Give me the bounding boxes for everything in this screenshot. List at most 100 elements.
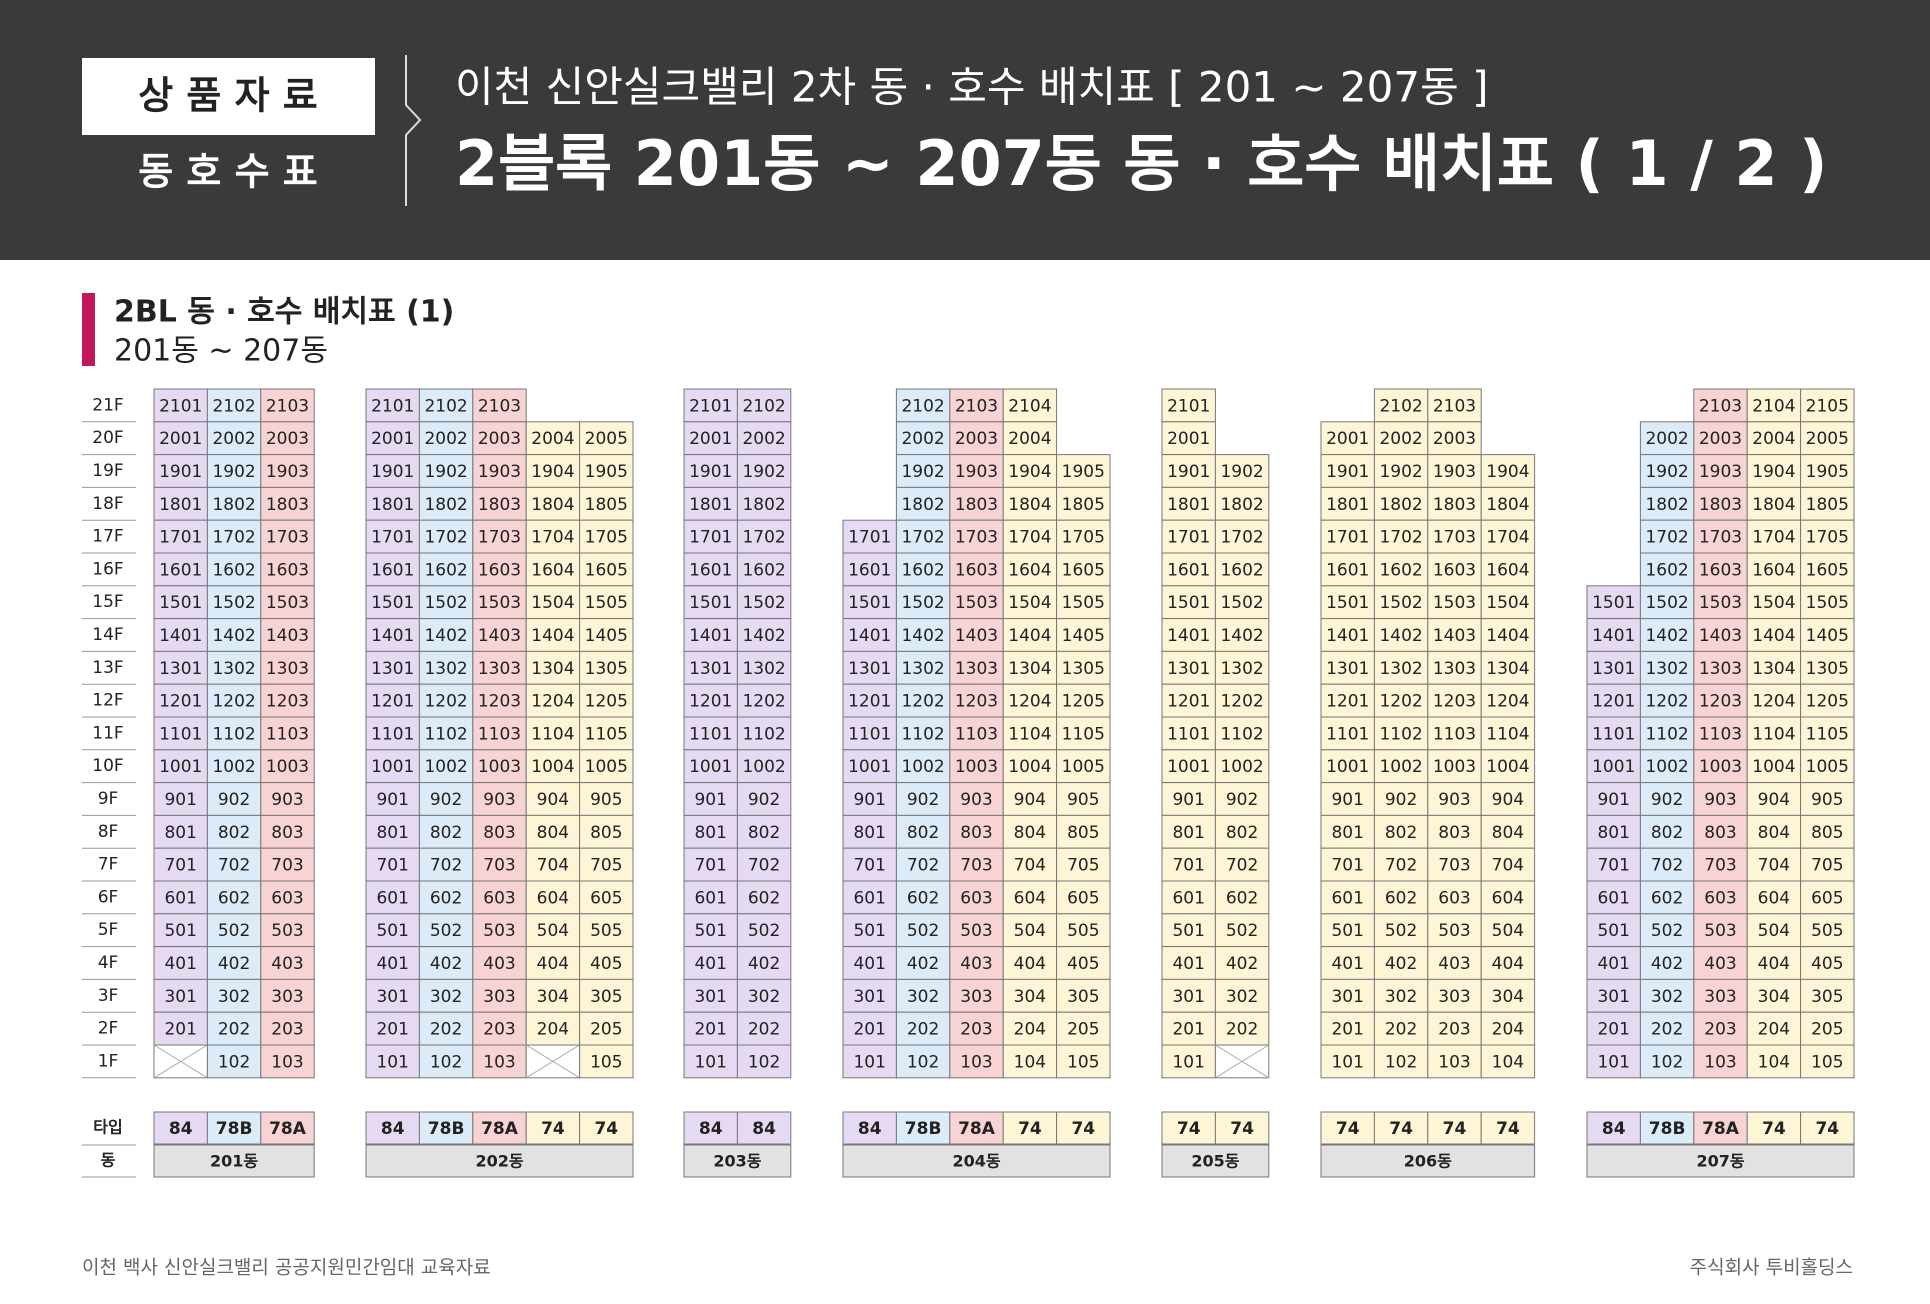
unit-number: 1604 xyxy=(1486,560,1529,580)
unit-number: 1204 xyxy=(1752,692,1795,712)
unit-number: 101 xyxy=(1172,1052,1204,1072)
unit-number: 201 xyxy=(853,1020,885,1040)
unit-cell xyxy=(1161,1044,1216,1079)
unit-cell xyxy=(418,749,474,784)
unit-number: 301 xyxy=(694,987,726,1007)
unit-number: 902 xyxy=(748,790,780,810)
unit-number: 503 xyxy=(960,921,992,941)
blocked-cross xyxy=(153,1044,208,1079)
unit-number: 1701 xyxy=(689,528,732,548)
unit-number: 2101 xyxy=(371,396,414,416)
unit-number: 803 xyxy=(483,823,515,843)
unit-cell xyxy=(949,421,1004,456)
unit-number: 602 xyxy=(1385,888,1417,908)
unit-number: 2003 xyxy=(1433,429,1476,449)
unit-number: 1501 xyxy=(1592,593,1635,613)
unit-cell xyxy=(1693,486,1748,521)
type-cell xyxy=(895,1111,951,1145)
unit-number: 1302 xyxy=(212,659,255,679)
unit-number: 601 xyxy=(1172,888,1204,908)
unit-cell xyxy=(736,388,792,423)
floor-label: 14F xyxy=(92,625,123,645)
unit-number: 1601 xyxy=(371,560,414,580)
unit-number: 203 xyxy=(271,1020,303,1040)
unit-cell xyxy=(1800,454,1855,488)
unit-number: 602 xyxy=(1651,888,1683,908)
unit-cell xyxy=(1746,650,1802,685)
unit-cell xyxy=(736,716,792,751)
unit-number: 1801 xyxy=(1326,495,1369,515)
unit-number: 905 xyxy=(1811,790,1843,810)
unit-cell xyxy=(1800,388,1855,423)
type-cell xyxy=(579,1111,634,1145)
unit-number: 1803 xyxy=(478,495,521,515)
unit-number: 704 xyxy=(1492,856,1524,876)
unit-number: 2004 xyxy=(531,429,574,449)
unit-cell xyxy=(472,814,527,849)
type-cell xyxy=(1639,1111,1695,1145)
unit-cell xyxy=(579,814,634,849)
unit-number: 903 xyxy=(483,790,515,810)
unit-number: 905 xyxy=(1067,790,1099,810)
unit-number: 402 xyxy=(1226,954,1258,974)
type-value: 84 xyxy=(1602,1119,1626,1139)
floor-label: 20F xyxy=(92,428,123,448)
unit-number: 2001 xyxy=(371,429,414,449)
unit-number: 1904 xyxy=(1008,462,1051,482)
unit-number: 801 xyxy=(164,823,196,843)
unit-cell xyxy=(1480,683,1536,718)
unit-number: 1603 xyxy=(1699,560,1742,580)
unit-number: 303 xyxy=(271,987,303,1007)
unit-number: 1401 xyxy=(848,626,891,646)
unit-number: 1301 xyxy=(848,659,891,679)
unit-cell xyxy=(418,388,474,423)
unit-cell xyxy=(1427,552,1482,587)
unit-cell xyxy=(949,585,1004,620)
unit-number: 302 xyxy=(907,987,939,1007)
unit-cell xyxy=(1373,650,1429,685)
unit-cell xyxy=(418,716,474,751)
unit-number: 1504 xyxy=(1008,593,1051,613)
type-value: 78A xyxy=(481,1119,519,1139)
unit-number: 402 xyxy=(907,954,939,974)
type-cell xyxy=(1480,1111,1536,1145)
unit-cell xyxy=(1373,847,1429,882)
unit-cell xyxy=(1214,978,1270,1013)
unit-cell xyxy=(736,618,792,652)
unit-number: 301 xyxy=(164,987,196,1007)
unit-number: 501 xyxy=(1172,921,1204,941)
unit-number: 1101 xyxy=(159,724,202,744)
unit-number: 1203 xyxy=(1433,692,1476,712)
unit-cell xyxy=(1002,585,1058,620)
unit-number: 1501 xyxy=(848,593,891,613)
unit-cell xyxy=(260,1044,315,1079)
unit-number: 1102 xyxy=(424,724,467,744)
unit-number: 604 xyxy=(1758,888,1790,908)
unit-number: 1001 xyxy=(371,757,414,777)
unit-number: 902 xyxy=(1226,790,1258,810)
unit-number: 1103 xyxy=(478,724,521,744)
unit-number: 702 xyxy=(1385,856,1417,876)
unit-number: 1201 xyxy=(1167,692,1210,712)
unit-number: 802 xyxy=(1385,823,1417,843)
unit-number: 1802 xyxy=(424,495,467,515)
unit-cell xyxy=(472,946,527,980)
unit-cell xyxy=(1746,716,1802,751)
building-cell xyxy=(1586,1144,1855,1178)
unit-cell xyxy=(949,978,1004,1013)
unit-number: 702 xyxy=(748,856,780,876)
unit-number: 1101 xyxy=(371,724,414,744)
unit-number: 1301 xyxy=(1592,659,1635,679)
unit-cell xyxy=(1480,552,1536,587)
unit-cell xyxy=(1800,880,1855,915)
unit-cell xyxy=(1480,519,1536,554)
unit-cell xyxy=(895,454,951,488)
unit-number: 804 xyxy=(537,823,569,843)
floor-label: 10F xyxy=(92,756,123,776)
unit-cell xyxy=(153,585,208,620)
unit-cell xyxy=(260,552,315,587)
type-value: 74 xyxy=(1018,1119,1042,1139)
unit-number: 105 xyxy=(590,1052,622,1072)
unit-cell xyxy=(683,946,738,980)
unit-number: 1404 xyxy=(531,626,574,646)
